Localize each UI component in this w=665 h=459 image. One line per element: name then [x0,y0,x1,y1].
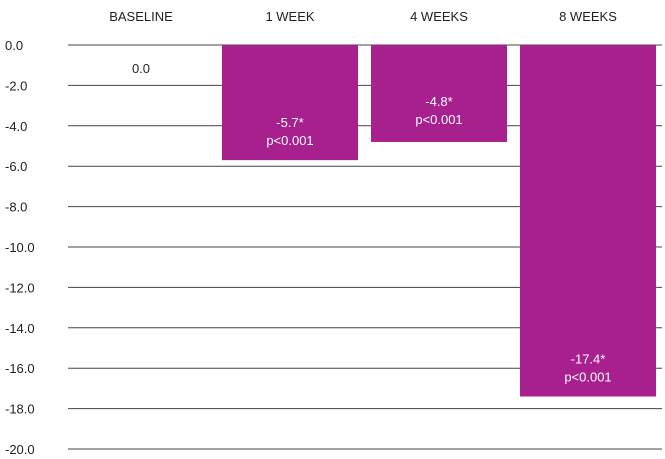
category-label: 8 WEEKS [559,9,617,24]
data-label: p<0.001 [415,112,462,127]
category-label: BASELINE [109,9,173,24]
gridlines [68,44,662,450]
y-tick-label: -6.0 [5,159,27,174]
category-label: 4 WEEKS [410,9,468,24]
data-label: p<0.001 [564,369,611,384]
bar-1-week [222,45,358,161]
data-label: p<0.001 [266,133,313,148]
bars [222,45,656,397]
y-tick-label: -8.0 [5,200,27,215]
y-tick-label: -16.0 [5,361,35,376]
y-tick-label: -4.0 [5,119,27,134]
y-tick-label: -18.0 [5,402,35,417]
y-tick-label: -14.0 [5,321,35,336]
category-labels: BASELINE 1 WEEK 4 WEEKS 8 WEEKS [109,9,617,24]
y-tick-label: 0.0 [5,38,23,53]
category-label: 1 WEEK [265,9,314,24]
data-label: -17.4* [571,351,606,366]
y-tick-label: -2.0 [5,78,27,93]
y-axis-ticks: 0.0 -2.0 -4.0 -6.0 -8.0 -10.0 -12.0 -14.0 -16.0 -… [5,38,35,457]
data-label: -4.8* [425,94,452,109]
y-tick-label: -10.0 [5,240,35,255]
data-label: 0.0 [132,61,150,76]
y-tick-label: -20.0 [5,442,35,457]
bar-4-weeks [371,45,507,142]
data-label: -5.7* [276,115,303,130]
data-labels: 0.0 -5.7* p<0.001 -4.8* p<0.001 -17.4* p<0.001 [132,61,612,384]
bar-8-weeks [520,45,656,397]
y-tick-label: -12.0 [5,280,35,295]
